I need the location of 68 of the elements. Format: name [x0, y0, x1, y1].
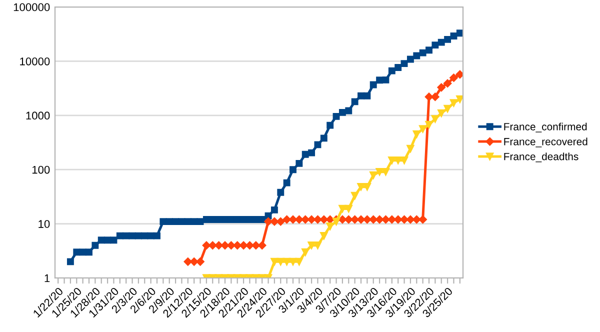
point — [338, 204, 346, 213]
point — [419, 125, 427, 133]
y-tick-label: 10000 — [20, 57, 50, 66]
point — [382, 215, 390, 224]
point — [456, 95, 463, 103]
point — [388, 156, 396, 164]
point — [283, 258, 291, 266]
point — [444, 104, 452, 112]
point — [425, 120, 433, 129]
point — [394, 156, 402, 164]
y-tick-label: 100 — [32, 166, 50, 174]
point — [450, 99, 458, 107]
point — [431, 115, 439, 123]
point — [314, 242, 322, 250]
point — [400, 215, 408, 224]
point — [424, 92, 434, 101]
point — [406, 144, 414, 153]
point — [344, 204, 352, 213]
point — [276, 217, 285, 226]
point — [363, 183, 371, 191]
point — [431, 92, 440, 101]
point — [382, 168, 390, 176]
y-tick-label: 100000 — [14, 3, 50, 12]
point — [332, 218, 340, 226]
legend-label: France_confirmed — [504, 122, 587, 132]
point — [351, 192, 359, 200]
y-tick-label: 1000 — [26, 112, 50, 120]
point — [301, 215, 310, 224]
point — [400, 156, 408, 164]
point — [412, 215, 421, 224]
point — [289, 258, 297, 266]
point — [437, 83, 446, 92]
point — [208, 241, 217, 250]
point — [302, 248, 310, 256]
point — [264, 217, 272, 226]
y-tick-label: 10 — [38, 220, 50, 228]
point — [196, 258, 204, 266]
point — [220, 241, 230, 250]
point — [344, 215, 353, 224]
point — [438, 109, 446, 117]
legend-label: France_recovered — [504, 138, 588, 148]
point — [314, 215, 322, 224]
point — [214, 241, 223, 250]
point — [326, 222, 334, 230]
point — [227, 241, 236, 250]
y-tick-label: 1 — [44, 274, 50, 282]
point — [233, 241, 242, 250]
point — [369, 215, 378, 224]
point — [276, 258, 284, 266]
point — [357, 183, 365, 191]
point — [308, 242, 316, 250]
point — [295, 258, 303, 266]
point — [450, 74, 458, 82]
point — [418, 215, 427, 224]
point — [456, 70, 463, 79]
point — [350, 215, 359, 224]
point — [363, 215, 372, 224]
point — [412, 130, 420, 138]
point — [270, 258, 278, 266]
point — [320, 232, 328, 240]
point — [246, 241, 254, 250]
point — [376, 168, 384, 176]
point — [370, 171, 378, 179]
point — [295, 215, 304, 224]
legend-label: France_deadths — [504, 152, 578, 162]
point — [239, 241, 248, 250]
point — [282, 215, 291, 224]
point — [443, 79, 452, 88]
